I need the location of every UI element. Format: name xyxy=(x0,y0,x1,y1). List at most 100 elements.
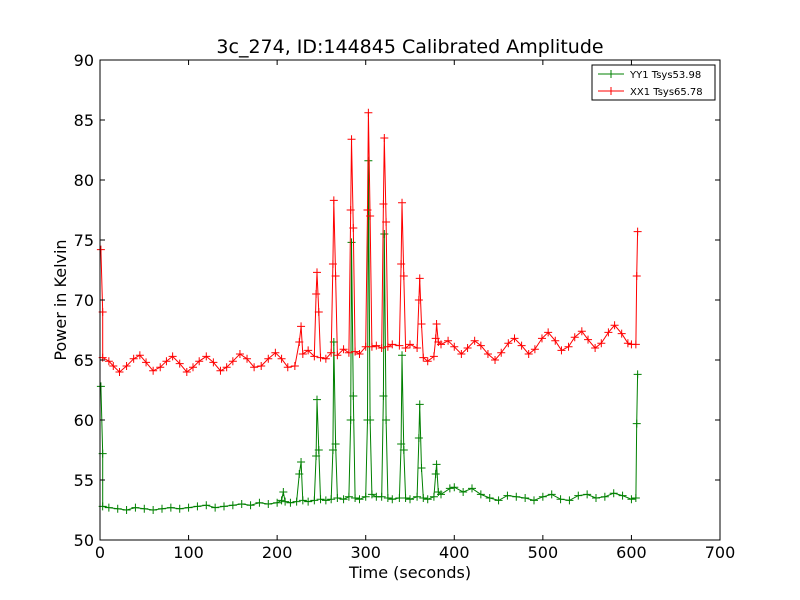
data-point xyxy=(401,494,410,502)
data-point xyxy=(429,352,438,361)
data-point xyxy=(419,353,428,362)
data-point xyxy=(279,488,288,496)
data-point xyxy=(292,497,301,506)
data-point xyxy=(222,363,231,372)
data-point xyxy=(609,489,618,498)
x-tick-label: 300 xyxy=(350,543,381,562)
data-point xyxy=(414,296,423,304)
y-tick-label: 55 xyxy=(74,471,94,490)
data-point xyxy=(413,492,422,501)
data-point xyxy=(497,348,506,357)
data-point xyxy=(432,460,441,469)
data-point xyxy=(283,363,292,372)
data-point xyxy=(202,352,211,361)
data-point xyxy=(383,342,392,351)
data-point xyxy=(450,342,459,351)
data-point xyxy=(327,348,336,357)
data-point xyxy=(166,503,175,512)
data-point xyxy=(295,470,304,478)
data-point xyxy=(366,416,375,424)
data-point xyxy=(271,348,280,357)
data-point xyxy=(313,268,321,277)
data-point xyxy=(364,108,373,117)
tick-layer: 0 100 200 300 400 500 600 700 50 55 60 65 70 75 80 85 90 xyxy=(74,51,736,562)
data-point xyxy=(379,200,388,208)
data-point xyxy=(175,504,184,513)
x-tick-label: 600 xyxy=(616,543,647,562)
data-point xyxy=(140,504,149,513)
data-point xyxy=(313,395,321,404)
data-point xyxy=(604,328,613,337)
y-tick-label: 80 xyxy=(74,171,94,190)
y-tick-label: 85 xyxy=(74,111,94,130)
data-point xyxy=(351,347,360,356)
data-point xyxy=(445,484,454,493)
data-point xyxy=(432,320,441,328)
data-point xyxy=(503,491,512,500)
data-point xyxy=(246,501,255,510)
data-point xyxy=(547,490,556,499)
data-point xyxy=(504,339,513,348)
data-point xyxy=(610,321,619,330)
data-point xyxy=(295,338,304,346)
data-point xyxy=(310,496,319,505)
data-point xyxy=(122,506,131,514)
data-point xyxy=(329,196,338,205)
legend-marker xyxy=(607,70,615,78)
data-point xyxy=(250,363,259,372)
y-tick-label: 60 xyxy=(74,411,94,430)
data-point xyxy=(444,336,453,345)
y-tick-label: 75 xyxy=(74,231,94,250)
data-point xyxy=(574,491,583,500)
x-tick-label: 0 xyxy=(95,543,105,562)
data-point xyxy=(175,359,184,368)
data-point xyxy=(544,328,553,337)
data-point xyxy=(339,345,348,354)
data-point xyxy=(168,352,177,361)
y-tick-label: 70 xyxy=(74,291,94,310)
data-point xyxy=(556,495,565,504)
x-tick-label: 400 xyxy=(439,543,470,562)
data-point xyxy=(156,363,165,372)
x-axis-label: Time (seconds) xyxy=(348,563,471,582)
data-point xyxy=(406,495,414,504)
data-point xyxy=(398,351,407,360)
x-tick-label: 500 xyxy=(528,543,559,562)
data-point xyxy=(401,344,410,352)
data-point xyxy=(379,392,388,400)
data-point xyxy=(494,496,503,505)
data-point xyxy=(122,362,131,370)
data-point xyxy=(377,492,386,501)
data-point xyxy=(417,464,426,472)
legend-label: XX1 Tsys65.78 xyxy=(630,87,703,98)
data-point xyxy=(583,490,592,499)
data-point xyxy=(346,206,355,214)
data-point xyxy=(298,496,307,505)
data-point xyxy=(618,491,627,500)
data-point xyxy=(512,492,521,501)
y-tick-label: 65 xyxy=(74,351,94,370)
data-point xyxy=(382,416,391,424)
data-point xyxy=(383,494,392,502)
data-point xyxy=(316,353,325,362)
data-point xyxy=(344,348,353,357)
data-point xyxy=(355,495,364,504)
data-point xyxy=(104,503,113,512)
data-point xyxy=(347,135,356,144)
series-layer xyxy=(96,108,642,514)
data-point xyxy=(347,238,356,247)
data-point xyxy=(277,354,286,363)
data-point xyxy=(189,363,197,372)
data-point xyxy=(255,498,264,507)
data-point xyxy=(551,336,560,345)
data-point xyxy=(380,134,389,142)
data-point xyxy=(632,272,641,280)
data-point xyxy=(366,212,375,220)
data-point xyxy=(328,446,337,454)
data-point xyxy=(216,366,225,375)
data-point xyxy=(633,227,642,236)
data-point xyxy=(415,400,424,409)
data-point xyxy=(429,492,438,501)
data-point xyxy=(597,339,606,348)
data-point xyxy=(131,503,140,512)
